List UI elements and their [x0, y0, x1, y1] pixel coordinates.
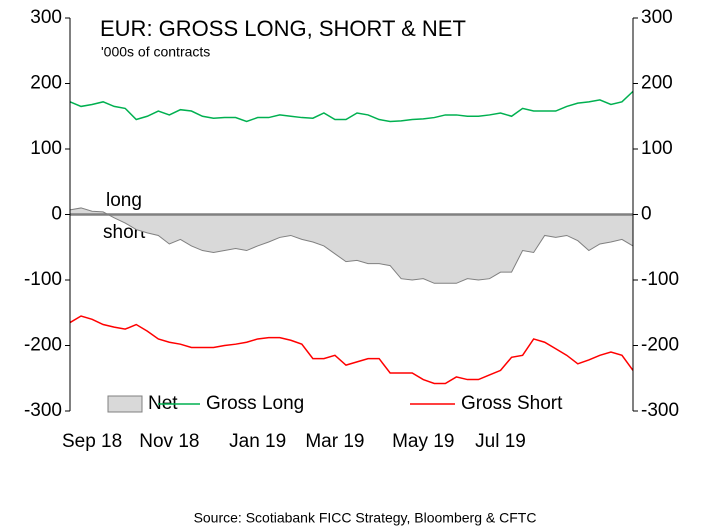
net-area [69, 207, 634, 284]
y2-tick-label: 100 [641, 138, 673, 159]
x-tick-label: Jan 19 [229, 431, 286, 452]
x-tick-label: Mar 19 [305, 431, 364, 452]
y2-tick-label: 0 [641, 204, 652, 225]
y-tick-label: 300 [30, 7, 62, 28]
y2-tick-label: -300 [641, 400, 679, 421]
chart-title: EUR: GROSS LONG, SHORT & NET [100, 16, 466, 41]
source: Source: Scotiabank FICC Strategy, Bloomb… [194, 510, 537, 526]
y-tick-label: 100 [30, 138, 62, 159]
x-tick-label: Sep 18 [62, 431, 122, 452]
series-line [69, 90, 634, 123]
x-tick-label: Nov 18 [139, 431, 199, 452]
y2-tick-label: -100 [641, 269, 679, 290]
y2-tick-label: 300 [641, 7, 673, 28]
legend-swatch [107, 395, 143, 413]
y-tick-label: 200 [30, 73, 62, 94]
legend-label: Gross Long [206, 393, 304, 414]
y-tick-label: -300 [24, 400, 62, 421]
y-tick-label: -100 [24, 269, 62, 290]
y-tick-label: -200 [24, 335, 62, 356]
x-tick-label: May 19 [392, 431, 454, 452]
y2-tick-label: 200 [641, 73, 673, 94]
y2-tick-label: -200 [641, 335, 679, 356]
chart-subtitle: '000s of contracts [101, 44, 210, 60]
series-line [69, 315, 634, 385]
annotation: long [106, 190, 142, 211]
y-tick-label: 0 [51, 204, 62, 225]
x-tick-label: Jul 19 [475, 431, 526, 452]
legend-label: Gross Short [461, 393, 563, 414]
